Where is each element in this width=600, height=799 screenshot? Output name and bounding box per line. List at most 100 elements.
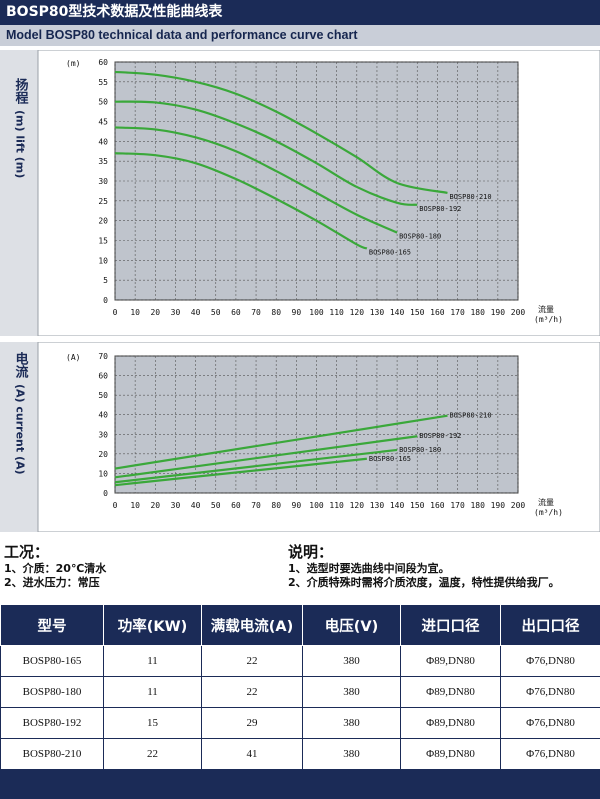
series-label: BOSP80-165 [369, 248, 411, 256]
y-tick-label: 30 [98, 430, 108, 439]
cell-power: 15 [104, 708, 202, 739]
x-unit-label: (m³/h) [534, 508, 563, 517]
x-tick-label: 40 [191, 501, 201, 510]
page-title: BOSP80型技术数据及性能曲线表 [0, 0, 600, 25]
conditions-item: 2、进水压力：常压 [4, 576, 106, 590]
series-label: BOSP80-192 [419, 432, 461, 440]
cell-model: BOSP80-192 [1, 708, 104, 739]
cell-model: BOSP80-180 [1, 677, 104, 708]
x-tick-label: 60 [231, 308, 241, 317]
header-inlet: 进口口径 [401, 605, 501, 646]
cell-inlet: Φ89,DN80 [401, 677, 501, 708]
y-tick-label: 55 [98, 78, 108, 87]
cell-current: 41 [202, 739, 303, 770]
cell-inlet: Φ89,DN80 [401, 739, 501, 770]
y-axis-title: 电流 (A) current (A) [13, 351, 29, 474]
cell-model: BOSP80-165 [1, 646, 104, 677]
x-tick-label: 190 [491, 308, 506, 317]
table-row: BOSP80-165 11 22 380 Φ89,DN80 Φ76,DN80 [1, 646, 600, 677]
y-tick-label: 10 [98, 469, 108, 478]
x-tick-label: 170 [450, 308, 465, 317]
y-axis-title-cn: 电流 [13, 351, 29, 379]
x-tick-label: 110 [329, 308, 344, 317]
x-tick-label: 80 [271, 308, 281, 317]
cell-power: 11 [104, 677, 202, 708]
y-axis-title-en: (m) lift (m) [14, 110, 27, 178]
y-tick-label: 50 [98, 98, 108, 107]
x-tick-label: 130 [370, 501, 385, 510]
x-tick-label: 170 [450, 501, 465, 510]
y-tick-label: 35 [98, 157, 108, 166]
x-tick-label: 150 [410, 501, 425, 510]
x-tick-label: 200 [511, 501, 526, 510]
y-tick-label: 0 [103, 296, 108, 305]
page-subtitle: Model BOSP80 technical data and performa… [0, 25, 600, 46]
cell-outlet: Φ76,DN80 [501, 646, 600, 677]
cell-power: 11 [104, 646, 202, 677]
x-axis-label: 流量 [538, 304, 554, 314]
cell-power: 22 [104, 739, 202, 770]
empty-cell [1, 770, 104, 799]
y-tick-label: 30 [98, 177, 108, 186]
table-row: BOSP80-180 11 22 380 Φ89,DN80 Φ76,DN80 [1, 677, 600, 708]
x-tick-label: 10 [130, 308, 140, 317]
cell-current: 22 [202, 677, 303, 708]
x-tick-label: 180 [470, 501, 485, 510]
y-unit-label: (A) [66, 353, 80, 362]
x-tick-label: 30 [171, 501, 181, 510]
table-empty-row [1, 770, 600, 799]
x-tick-label: 200 [511, 308, 526, 317]
spec-table: 型号 功率(KW) 满载电流(A) 电压(V) 进口口径 出口口径 BOSP80… [0, 604, 600, 799]
x-tick-label: 50 [211, 308, 221, 317]
y-tick-label: 50 [98, 391, 108, 400]
conditions-block: 工况： 1、介质：20℃清水 2、进水压力：常压 [4, 543, 106, 590]
cell-current: 29 [202, 708, 303, 739]
x-unit-label: (m³/h) [534, 315, 563, 324]
x-tick-label: 10 [130, 501, 140, 510]
y-axis-title-en: (A) current (A) [14, 384, 27, 475]
y-axis-title-cn: 扬程 [13, 77, 29, 105]
y-tick-label: 20 [98, 450, 108, 459]
cell-voltage: 380 [303, 739, 401, 770]
cell-voltage: 380 [303, 708, 401, 739]
series-label: BOSP80-210 [449, 193, 491, 201]
x-tick-label: 20 [150, 501, 160, 510]
x-tick-label: 130 [370, 308, 385, 317]
x-tick-label: 70 [251, 308, 261, 317]
x-tick-label: 120 [350, 501, 365, 510]
cell-outlet: Φ76,DN80 [501, 677, 600, 708]
x-tick-label: 90 [292, 501, 302, 510]
series-label: BOSP80-210 [449, 412, 491, 420]
cell-voltage: 380 [303, 646, 401, 677]
cell-inlet: Φ89,DN80 [401, 708, 501, 739]
cell-outlet: Φ76,DN80 [501, 739, 600, 770]
empty-cell [501, 770, 600, 799]
x-tick-label: 30 [171, 308, 181, 317]
x-tick-label: 140 [390, 308, 405, 317]
x-tick-label: 70 [251, 501, 261, 510]
x-tick-label: 40 [191, 308, 201, 317]
y-axis-title: 扬程 (m) lift (m) [13, 77, 29, 178]
x-tick-label: 0 [113, 308, 118, 317]
x-tick-label: 190 [491, 501, 506, 510]
header-model: 型号 [1, 605, 104, 646]
y-tick-label: 10 [98, 256, 108, 265]
header-current: 满载电流(A) [202, 605, 303, 646]
y-tick-label: 25 [98, 197, 108, 206]
y-tick-label: 0 [103, 489, 108, 498]
notes-section: 工况： 1、介质：20℃清水 2、进水压力：常压 说明： 1、选型时要选曲线中间… [0, 543, 600, 598]
header-voltage: 电压(V) [303, 605, 401, 646]
y-tick-label: 45 [98, 118, 108, 127]
x-tick-label: 100 [309, 308, 324, 317]
series-label: BOSP80-192 [419, 205, 461, 213]
y-tick-label: 60 [98, 58, 108, 67]
x-tick-label: 100 [309, 501, 324, 510]
conditions-item: 1、介质：20℃清水 [4, 562, 106, 576]
notes-heading: 说明： [288, 543, 560, 562]
empty-cell [401, 770, 501, 799]
x-tick-label: 90 [292, 308, 302, 317]
empty-cell [202, 770, 303, 799]
